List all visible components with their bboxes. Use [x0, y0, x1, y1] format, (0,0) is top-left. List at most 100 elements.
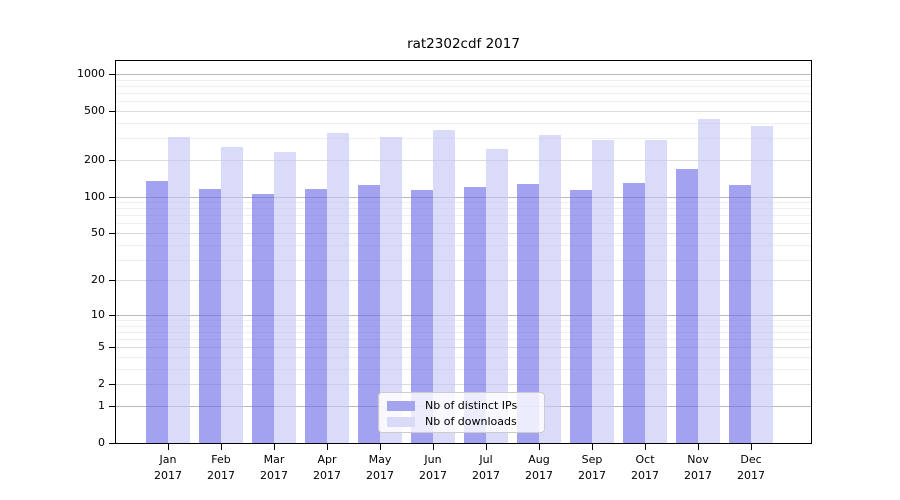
legend-swatch-downloads-icon: [387, 416, 415, 427]
gridline-major: [116, 196, 811, 198]
bar-may-distinct-ips: [358, 184, 380, 443]
x-tick-label: Nov 2017: [684, 453, 712, 482]
bar-nov-downloads: [698, 118, 720, 443]
x-tick-label: Apr 2017: [313, 453, 341, 482]
y-axis-tick: [109, 73, 115, 75]
gridline-labeled: [116, 347, 811, 349]
y-tick-label: 20: [91, 273, 105, 287]
bar-mar-downloads: [274, 151, 296, 443]
bar-oct-distinct-ips: [623, 182, 645, 443]
y-axis-tick: [109, 159, 115, 161]
gridline-minor: [116, 215, 811, 217]
x-axis-tick: [327, 444, 328, 450]
gridline-minor: [116, 244, 811, 246]
x-tick-label: Dec 2017: [737, 453, 765, 482]
x-axis-tick: [645, 444, 646, 450]
y-tick-label: 2: [98, 377, 105, 391]
gridline-minor: [116, 85, 811, 87]
x-axis-tick: [433, 444, 434, 450]
gridline-minor: [116, 79, 811, 81]
gridline-minor: [116, 202, 811, 203]
bar-jun-distinct-ips: [411, 189, 433, 443]
gridline-minor: [116, 208, 811, 210]
bar-oct-downloads: [645, 139, 667, 443]
y-axis-tick: [109, 406, 115, 407]
gridline-minor: [116, 357, 811, 358]
bar-aug-downloads: [539, 134, 561, 443]
x-tick-label: Oct 2017: [631, 453, 659, 482]
gridline-minor: [116, 368, 811, 370]
bar-dec-distinct-ips: [729, 185, 751, 443]
gridline-labeled: [116, 159, 811, 161]
bar-feb-downloads: [221, 146, 243, 443]
y-axis-tick: [109, 110, 115, 112]
x-tick-label: Sep 2017: [578, 453, 606, 482]
x-axis-tick: [168, 444, 169, 450]
bar-jan-distinct-ips: [146, 181, 168, 443]
bar-aug-distinct-ips: [517, 184, 539, 443]
x-axis-tick: [751, 444, 752, 450]
bar-sep-downloads: [592, 140, 614, 443]
y-axis-tick: [109, 233, 115, 234]
bar-dec-downloads: [751, 125, 773, 443]
y-tick-label: 1000: [77, 66, 105, 80]
bar-jul-distinct-ips: [464, 187, 486, 443]
y-tick-label: 10: [91, 307, 105, 321]
gridline-minor: [116, 320, 811, 321]
gridline-labeled: [116, 110, 811, 112]
bar-mar-distinct-ips: [252, 193, 274, 443]
gridline-minor: [116, 138, 811, 140]
gridline-minor: [116, 339, 811, 340]
y-tick-label: 100: [84, 189, 105, 203]
legend-label-downloads: Nb of downloads: [425, 415, 517, 428]
y-axis-tick: [109, 384, 115, 386]
x-tick-label: May 2017: [366, 453, 394, 482]
gridline-minor: [116, 101, 811, 103]
bar-may-downloads: [380, 136, 402, 443]
y-tick-label: 200: [84, 152, 105, 166]
x-tick-label: Jun 2017: [419, 453, 447, 482]
y-tick-label: 500: [84, 103, 105, 117]
bar-jun-downloads: [433, 129, 455, 443]
y-axis-tick: [109, 347, 115, 349]
chart-title: rat2302cdf 2017: [407, 36, 520, 52]
x-axis-tick: [539, 444, 540, 450]
x-tick-label: Jan 2017: [154, 453, 182, 482]
x-axis-tick: [592, 444, 593, 450]
gridline-labeled: [116, 384, 811, 386]
bar-feb-distinct-ips: [199, 189, 221, 443]
y-axis-tick: [109, 443, 115, 444]
x-axis-tick: [698, 444, 699, 450]
gridline-labeled: [116, 233, 811, 234]
y-tick-label: 1: [98, 399, 105, 412]
y-tick-label: 0: [98, 436, 105, 449]
x-tick-label: Jul 2017: [472, 453, 500, 482]
bar-jul-downloads: [486, 148, 508, 443]
x-axis-tick: [221, 444, 222, 450]
legend-label-distinct-ips: Nb of distinct IPs: [425, 399, 518, 412]
y-axis-tick: [109, 280, 115, 282]
y-tick-label: 5: [98, 340, 105, 354]
y-axis-tick: [109, 196, 115, 198]
gridline-minor: [116, 122, 811, 124]
x-tick-label: Feb 2017: [207, 453, 235, 482]
legend-swatch-distinct-ips-icon: [387, 400, 415, 411]
x-tick-label: Aug 2017: [525, 453, 553, 482]
x-axis-tick: [274, 444, 275, 450]
x-tick-label: Mar 2017: [260, 453, 288, 482]
bar-jan-downloads: [168, 136, 190, 443]
bar-apr-downloads: [327, 132, 349, 443]
x-axis-tick: [380, 444, 381, 450]
legend-item-distinct-ips: Nb of distinct IPs: [387, 398, 536, 413]
gridline-minor: [116, 325, 811, 327]
x-axis-tick: [486, 444, 487, 450]
plot-area: [115, 60, 812, 444]
bar-sep-distinct-ips: [570, 190, 592, 443]
gridline-major: [116, 73, 811, 75]
bar-apr-distinct-ips: [305, 189, 327, 443]
gridline-major: [116, 314, 811, 316]
gridline-minor: [116, 331, 811, 333]
gridline-minor: [116, 259, 811, 261]
bar-nov-distinct-ips: [676, 169, 698, 443]
